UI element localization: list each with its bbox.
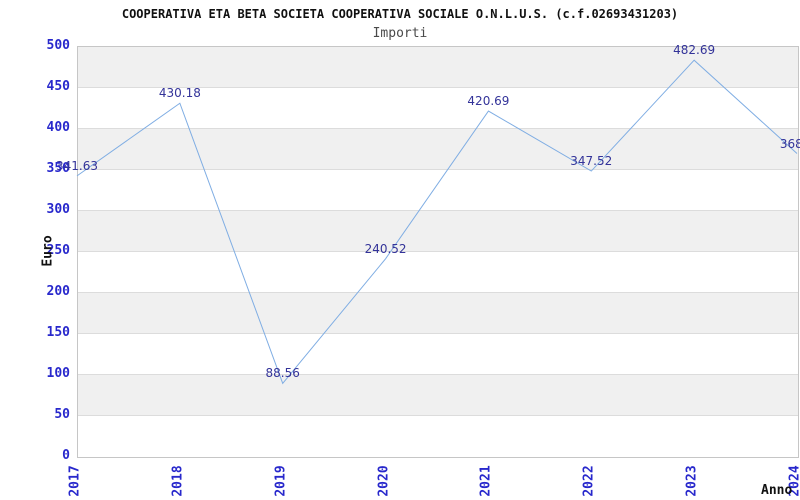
y-tick-label: 50 xyxy=(54,407,70,422)
chart-subtitle: Importi xyxy=(372,26,428,41)
gridline xyxy=(78,292,798,293)
grid-band xyxy=(78,129,798,170)
data-point-label: 420.69 xyxy=(467,94,510,109)
data-point-label: 347.52 xyxy=(570,154,613,169)
data-point-label: 341.63 xyxy=(56,158,98,173)
y-tick-label: 250 xyxy=(46,243,70,258)
x-tick-label: 2019 xyxy=(273,465,289,497)
grid-band xyxy=(78,375,798,416)
grid-band xyxy=(78,334,798,375)
data-point-label: 88.56 xyxy=(265,366,300,381)
x-tick-label: 2020 xyxy=(376,465,392,497)
y-tick-label: 400 xyxy=(46,120,70,135)
plot-area xyxy=(77,46,799,458)
y-tick-label: 100 xyxy=(46,366,70,381)
x-tick-label: 2022 xyxy=(581,465,597,497)
grid-band xyxy=(78,416,798,457)
data-point-label: 240.52 xyxy=(364,241,407,256)
gridline xyxy=(78,415,798,416)
grid-band xyxy=(78,252,798,293)
y-tick-label: 0 xyxy=(62,448,70,463)
data-point-label: 368.9 xyxy=(779,136,800,151)
y-tick-label: 350 xyxy=(46,161,70,176)
grid-band xyxy=(78,293,798,334)
gridline xyxy=(78,169,798,170)
grid-band xyxy=(78,170,798,211)
y-tick-label: 500 xyxy=(46,38,70,53)
data-point-label: 430.18 xyxy=(158,86,201,101)
y-tick-label: 300 xyxy=(46,202,70,217)
y-tick-label: 450 xyxy=(46,79,70,94)
grid-band xyxy=(78,211,798,252)
data-point-label: 482.69 xyxy=(673,43,716,58)
gridline xyxy=(78,374,798,375)
x-tick-label: 2023 xyxy=(684,465,700,497)
x-tick-label: 2021 xyxy=(478,465,494,497)
gridline xyxy=(78,128,798,129)
gridline xyxy=(78,210,798,211)
chart-title: COOPERATIVA ETA BETA SOCIETA COOPERATIVA… xyxy=(121,7,679,21)
x-tick-label: 2017 xyxy=(67,465,83,497)
y-axis-title: Euro xyxy=(40,235,56,267)
gridline xyxy=(78,251,798,252)
gridline xyxy=(78,333,798,334)
y-tick-label: 200 xyxy=(46,284,70,299)
x-axis-title: Anno xyxy=(761,483,793,498)
x-tick-label: 2018 xyxy=(170,465,186,497)
y-tick-label: 150 xyxy=(46,325,70,340)
